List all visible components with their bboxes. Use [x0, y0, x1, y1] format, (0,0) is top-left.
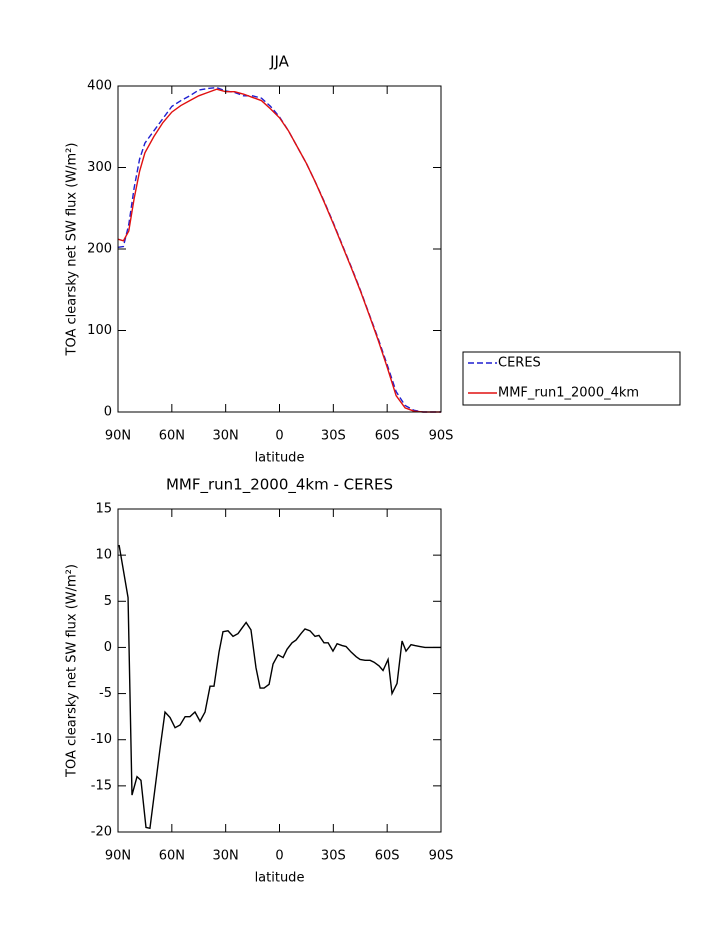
data-line [118, 544, 441, 830]
x-axis-label: latitude [255, 871, 305, 886]
y-tick-label: 400 [87, 79, 112, 94]
x-tick-label: 0 [275, 849, 283, 864]
y-tick-label: 10 [95, 548, 112, 563]
x-tick-label: 90N [105, 429, 131, 444]
plot-frame [117, 85, 442, 413]
chart-title: JJA [269, 53, 290, 71]
y-axis-label: TOA clearsky net SW flux (W/m²) [65, 143, 80, 357]
y-tick-label: -20 [91, 825, 112, 840]
legend-label: CERES [498, 356, 541, 371]
chart-title: MMF_run1_2000_4km - CERES [166, 476, 393, 495]
y-tick-label: -5 [99, 686, 112, 701]
x-tick-label: 60S [375, 429, 400, 444]
x-tick-label: 90N [105, 849, 131, 864]
legend-box [462, 351, 681, 406]
x-tick-label: 90S [429, 849, 454, 864]
y-tick-label: 15 [95, 502, 112, 517]
x-tick-label: 90S [429, 429, 454, 444]
y-tick-label: 300 [87, 160, 112, 175]
x-tick-label: 30N [213, 849, 239, 864]
x-tick-label: 30S [321, 849, 346, 864]
y-tick-label: -10 [91, 732, 112, 747]
y-tick-label: 0 [104, 405, 112, 420]
legend-label: MMF_run1_2000_4km [498, 386, 639, 401]
x-tick-label: 60N [159, 849, 185, 864]
x-tick-label: 60N [159, 429, 185, 444]
y-tick-label: 5 [104, 594, 112, 609]
data-line [117, 88, 441, 413]
x-tick-label: 30S [321, 429, 346, 444]
y-tick-label: 100 [87, 323, 112, 338]
x-tick-label: 30N [213, 429, 239, 444]
y-tick-label: 0 [104, 640, 112, 655]
plot-frame [117, 508, 442, 833]
y-axis-label: TOA clearsky net SW flux (W/m²) [65, 564, 80, 778]
x-axis-label: latitude [255, 451, 305, 466]
x-tick-label: 60S [375, 849, 400, 864]
x-tick-label: 0 [275, 429, 283, 444]
data-line [117, 86, 441, 413]
y-tick-label: -15 [91, 778, 112, 793]
y-tick-label: 200 [87, 242, 112, 257]
